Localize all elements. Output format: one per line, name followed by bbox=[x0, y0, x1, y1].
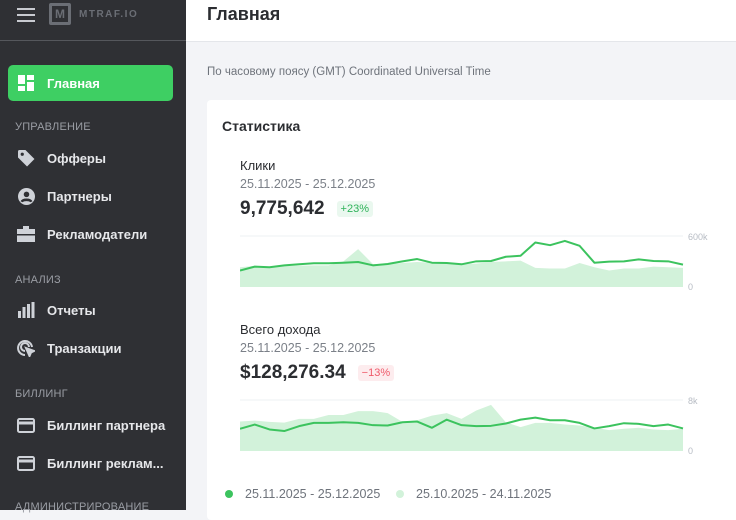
metric-label: Всего дохода bbox=[240, 322, 321, 337]
legend-label: 25.11.2025 - 25.12.2025 bbox=[245, 487, 381, 501]
sidebar-item-label: Офферы bbox=[47, 150, 106, 166]
legend-previous[interactable]: 25.10.2025 - 24.11.2025 bbox=[396, 487, 551, 501]
metric-range: 25.11.2025 - 25.12.2025 bbox=[240, 177, 376, 191]
statistics-card: Статистика Клики 25.11.2025 - 25.12.2025… bbox=[207, 100, 736, 520]
sidebar-header: M MTRAF.IO bbox=[0, 0, 186, 41]
revenue-metric: Всего дохода 25.11.2025 - 25.12.2025 $12… bbox=[240, 322, 395, 384]
user-circle-icon bbox=[17, 187, 35, 205]
metric-value: 9,775,642 bbox=[240, 198, 325, 219]
bar-chart-icon bbox=[17, 301, 35, 319]
section-administration: АДМИНИСТРИРОВАНИЕ bbox=[15, 501, 150, 513]
previous-period-area bbox=[240, 249, 683, 287]
sidebar-item-label: Биллинг партнера bbox=[47, 417, 166, 433]
change-badge: −13% bbox=[357, 365, 395, 381]
legend-label: 25.10.2025 - 24.11.2025 bbox=[416, 487, 552, 501]
page-title: Главная bbox=[207, 4, 281, 24]
metric-value: $128,276.34 bbox=[240, 362, 346, 383]
y-tick-zero: 0 bbox=[688, 282, 693, 292]
sidebar-item-label: Главная bbox=[47, 75, 100, 91]
card-title: Статистика bbox=[222, 118, 301, 134]
legend-dot bbox=[396, 490, 404, 498]
sidebar-item-label: Биллинг реклам... bbox=[47, 455, 164, 471]
sidebar-item-reports[interactable]: Отчеты bbox=[8, 292, 173, 328]
timezone-note: По часовому поясу (GMT) Coordinated Univ… bbox=[207, 66, 491, 78]
legend-dot bbox=[225, 490, 233, 498]
logo-mark-icon: M bbox=[49, 3, 71, 25]
sidebar-item-home[interactable]: Главная bbox=[8, 65, 173, 101]
sidebar: M MTRAF.IO Главная УПРАВЛЕНИЕ Офферы Пар… bbox=[0, 0, 186, 513]
metric-range: 25.11.2025 - 25.12.2025 bbox=[240, 341, 376, 355]
y-tick-max: 600k bbox=[688, 232, 708, 242]
y-tick-max: 8k bbox=[688, 396, 698, 406]
sidebar-item-label: Отчеты bbox=[47, 302, 96, 318]
revenue-chart: 8k 0 bbox=[240, 396, 698, 456]
legend-current[interactable]: 25.11.2025 - 25.12.2025 bbox=[225, 487, 380, 501]
metric-label: Клики bbox=[240, 158, 276, 173]
menu-icon[interactable] bbox=[17, 8, 35, 22]
clicks-metric: Клики 25.11.2025 - 25.12.2025 9,775,642 … bbox=[240, 158, 375, 220]
briefcase-icon bbox=[17, 225, 35, 243]
logo-text: MTRAF.IO bbox=[79, 8, 139, 20]
credit-card-icon bbox=[17, 416, 35, 434]
current-period-line bbox=[240, 239, 684, 272]
section-billing: БИЛЛИНГ bbox=[15, 388, 68, 400]
top-header: Главная bbox=[186, 0, 736, 42]
dashboard-icon bbox=[17, 74, 35, 92]
clicks-chart: 600k 0 bbox=[240, 232, 708, 292]
sidebar-item-partner-billing[interactable]: Биллинг партнера bbox=[8, 407, 173, 443]
sidebar-item-offers[interactable]: Офферы bbox=[8, 140, 173, 176]
credit-card-icon bbox=[17, 454, 35, 472]
change-badge: +23% bbox=[336, 201, 373, 217]
sidebar-item-label: Транзакции bbox=[47, 340, 122, 356]
sidebar-item-advertisers[interactable]: Рекламодатели bbox=[8, 216, 173, 252]
current-period-line bbox=[240, 416, 684, 433]
cursor-click-icon bbox=[17, 339, 35, 357]
sidebar-item-label: Партнеры bbox=[47, 188, 112, 204]
sidebar-item-partners[interactable]: Партнеры bbox=[8, 178, 173, 214]
sidebar-item-label: Рекламодатели bbox=[47, 226, 148, 242]
section-management: УПРАВЛЕНИЕ bbox=[15, 121, 91, 133]
tag-icon bbox=[17, 149, 35, 167]
y-tick-zero: 0 bbox=[688, 446, 693, 456]
sidebar-item-transactions[interactable]: Транзакции bbox=[8, 330, 173, 366]
section-analysis: АНАЛИЗ bbox=[15, 274, 61, 286]
sidebar-item-advertiser-billing[interactable]: Биллинг реклам... bbox=[8, 445, 173, 481]
logo[interactable]: M MTRAF.IO bbox=[49, 3, 138, 25]
previous-period-area bbox=[240, 404, 683, 451]
